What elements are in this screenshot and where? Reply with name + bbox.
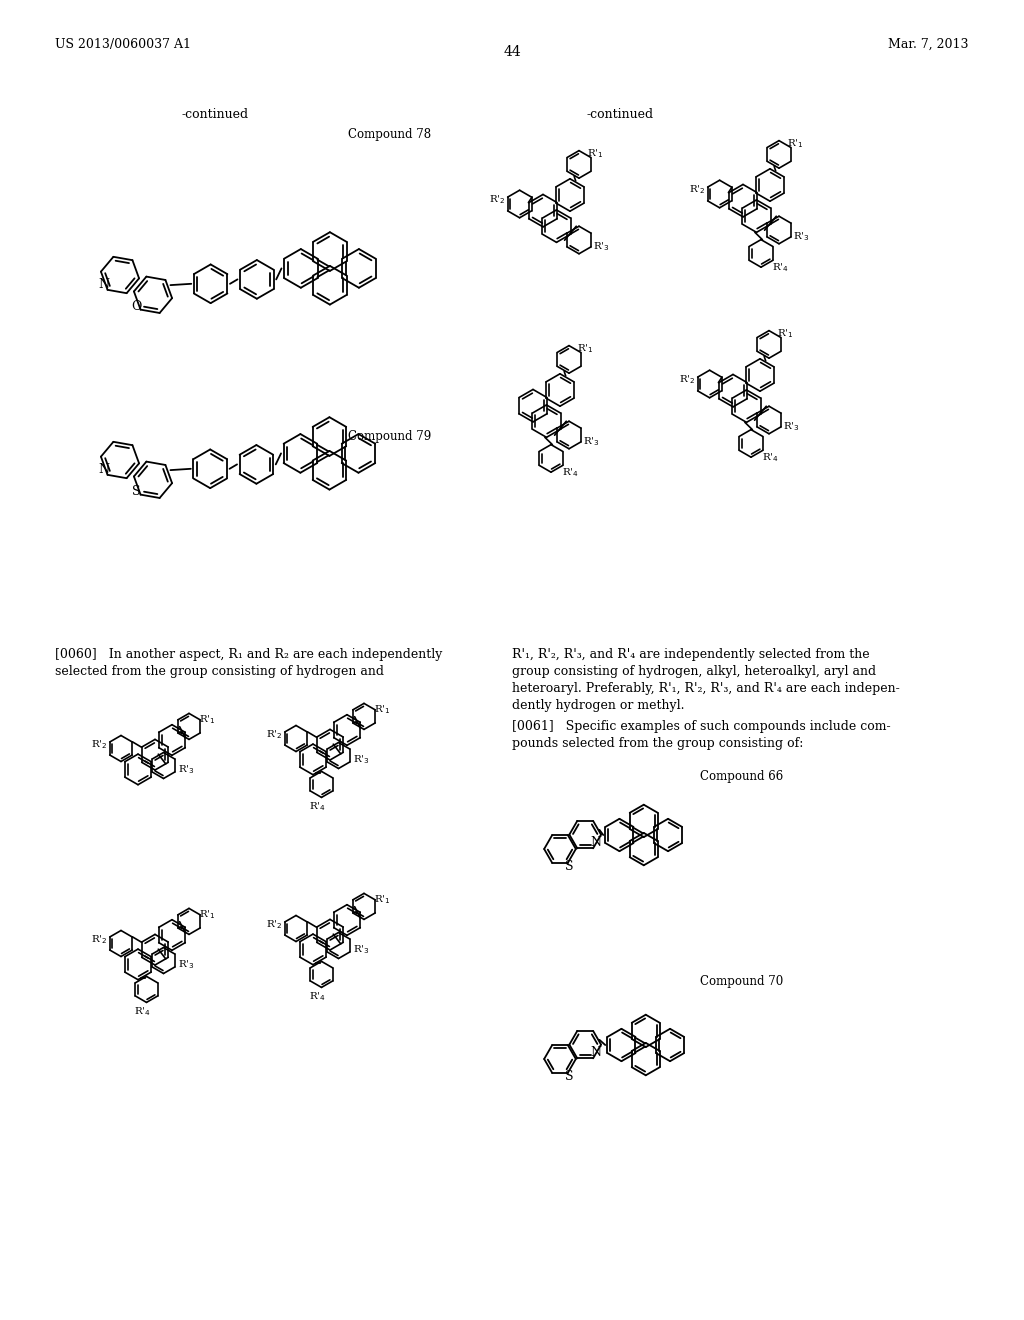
Text: R'$_4$: R'$_4$ [562,466,579,479]
Text: R'$_3$: R'$_3$ [793,231,810,243]
Text: S: S [565,859,573,873]
Text: R'$_1$: R'$_1$ [787,137,804,149]
Text: R'$_2$: R'$_2$ [91,738,108,751]
Text: R'$_1$: R'$_1$ [375,704,391,717]
Text: Mar. 7, 2013: Mar. 7, 2013 [889,38,969,51]
Text: R'$_4$: R'$_4$ [762,450,779,463]
Text: R'$_2$: R'$_2$ [489,194,506,206]
Text: dently hydrogen or methyl.: dently hydrogen or methyl. [512,700,684,711]
Text: group consisting of hydrogen, alkyl, heteroalkyl, aryl and: group consisting of hydrogen, alkyl, het… [512,665,877,678]
Text: R'$_2$: R'$_2$ [91,933,108,946]
Text: N: N [591,836,602,849]
Text: R'$_1$: R'$_1$ [200,714,216,726]
Text: US 2013/0060037 A1: US 2013/0060037 A1 [55,38,191,51]
Text: R'$_1$: R'$_1$ [200,908,216,921]
Text: R'$_3$: R'$_3$ [782,421,800,433]
Text: R'$_1$: R'$_1$ [375,894,391,907]
Text: O: O [131,301,141,313]
Text: Compound 70: Compound 70 [700,975,783,987]
Text: -continued: -continued [181,108,249,121]
Text: pounds selected from the group consisting of:: pounds selected from the group consistin… [512,737,804,750]
Text: R'$_3$: R'$_3$ [178,763,195,776]
Text: R'$_2$: R'$_2$ [266,729,283,741]
Text: R'$_2$: R'$_2$ [266,919,283,931]
Text: Compound 66: Compound 66 [700,770,783,783]
Text: 44: 44 [503,45,521,59]
Text: R'$_1$: R'$_1$ [578,342,594,355]
Text: R'$_4$: R'$_4$ [309,990,326,1003]
Text: R'$_3$: R'$_3$ [593,240,609,253]
Text: R'$_3$: R'$_3$ [583,436,600,449]
Text: N: N [98,279,109,292]
Text: R'$_1$: R'$_1$ [587,147,604,160]
Text: -continued: -continued [587,108,653,121]
Text: R'$_3$: R'$_3$ [353,942,370,956]
Text: [0061]   Specific examples of such compounds include com-: [0061] Specific examples of such compoun… [512,719,891,733]
Text: R'$_2$: R'$_2$ [679,374,696,387]
Text: R'$_4$: R'$_4$ [772,261,788,273]
Text: R'$_3$: R'$_3$ [353,752,370,766]
Text: selected from the group consisting of hydrogen and: selected from the group consisting of hy… [55,665,384,678]
Text: S: S [565,1071,573,1082]
Text: Compound 78: Compound 78 [348,128,431,141]
Text: [0060]   In another aspect, R₁ and R₂ are each independently: [0060] In another aspect, R₁ and R₂ are … [55,648,442,661]
Text: R'$_4$: R'$_4$ [309,800,326,813]
Text: S: S [132,486,140,499]
Text: R'$_2$: R'$_2$ [689,183,706,197]
Text: R'₁, R'₂, R'₃, and R'₄ are independently selected from the: R'₁, R'₂, R'₃, and R'₄ are independently… [512,648,869,661]
Text: N: N [98,463,109,477]
Text: R'$_1$: R'$_1$ [777,327,794,339]
Text: heteroaryl. Preferably, R'₁, R'₂, R'₃, and R'₄ are each indepen-: heteroaryl. Preferably, R'₁, R'₂, R'₃, a… [512,682,900,696]
Text: R'$_3$: R'$_3$ [178,958,195,970]
Text: Compound 79: Compound 79 [348,430,431,444]
Text: R'$_4$: R'$_4$ [134,1005,152,1018]
Text: N: N [591,1045,602,1059]
